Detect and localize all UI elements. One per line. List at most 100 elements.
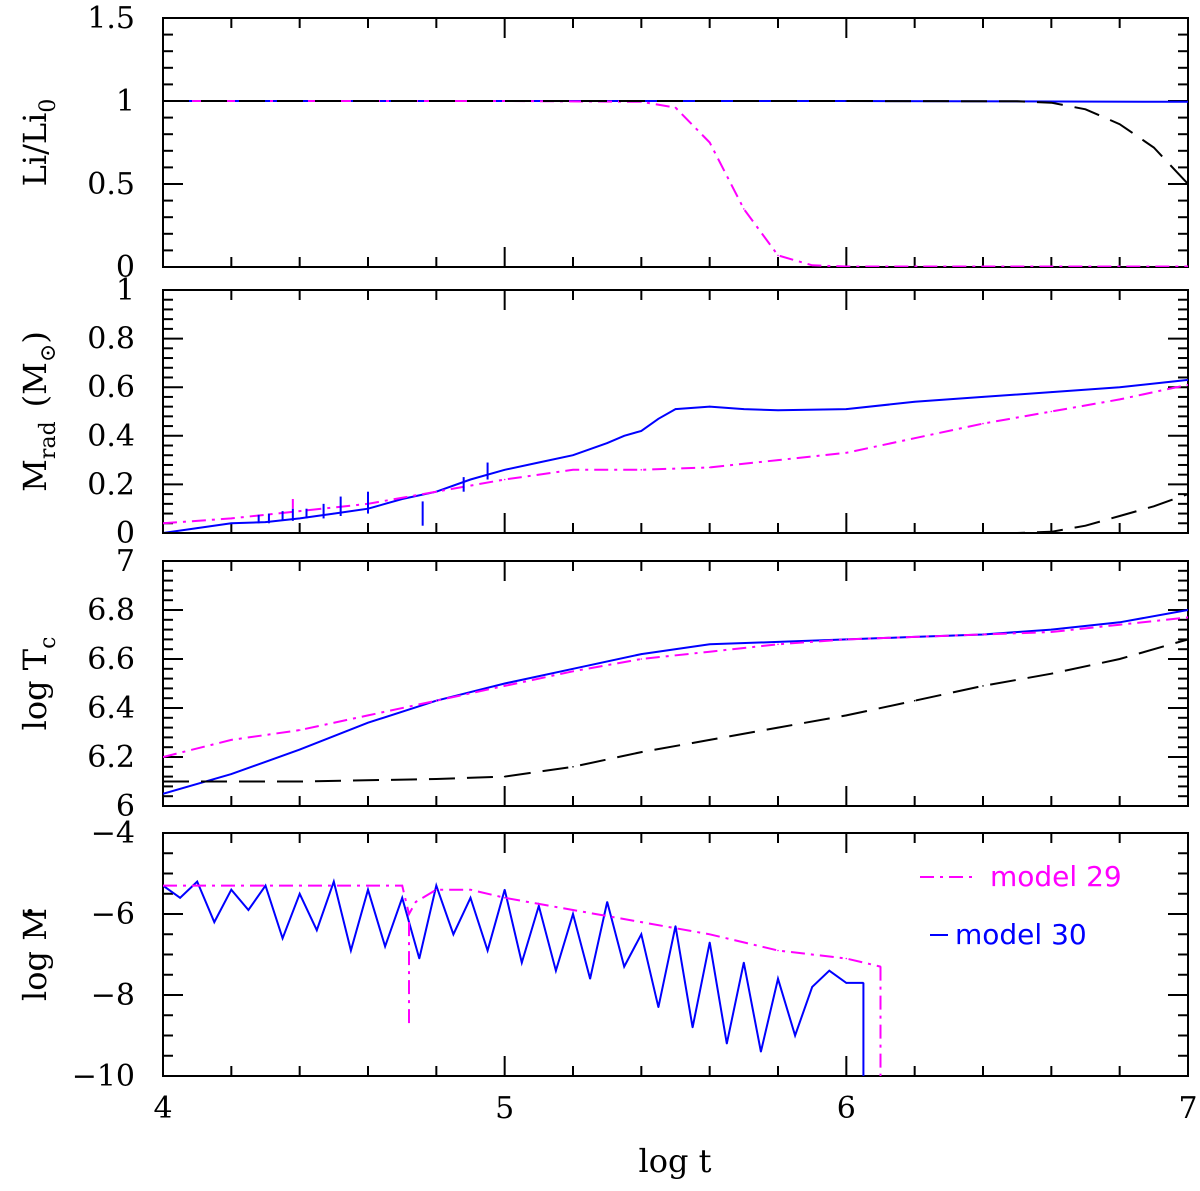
data-point: [1118, 621, 1121, 624]
data-point: [606, 901, 608, 903]
data-point: [811, 264, 813, 267]
data-point: [230, 517, 233, 520]
data-point: [367, 714, 369, 717]
data-point: [777, 643, 779, 646]
data-point: [657, 1006, 660, 1008]
data-point: [1016, 532, 1018, 533]
data-point: [316, 929, 318, 931]
series-line: [163, 616, 1188, 758]
data-point: [623, 965, 625, 968]
data-point: [913, 401, 916, 403]
data-point: [777, 409, 779, 412]
y-tick-label: 0.5: [87, 167, 135, 202]
data-point: [247, 909, 250, 911]
data-point: [281, 937, 284, 940]
data-point: [674, 106, 677, 109]
data-point: [623, 435, 625, 437]
data-point: [538, 461, 540, 464]
data-point: [1118, 123, 1121, 125]
data-point: [401, 884, 404, 887]
data-point: [367, 888, 369, 891]
data-point: [845, 714, 848, 717]
data-point: [1050, 672, 1053, 675]
data-point: [640, 430, 643, 432]
data-point: [708, 643, 711, 646]
series-line: [163, 100, 1188, 267]
y-axis-label-sub: 0: [36, 99, 61, 113]
series-line: [163, 383, 1188, 525]
data-point: [811, 986, 813, 988]
data-point: [401, 897, 404, 899]
data-point: [1153, 146, 1155, 149]
data-point: [350, 949, 352, 952]
data-point: [179, 897, 181, 899]
data-point: [845, 957, 848, 960]
data-point: [1084, 524, 1087, 527]
series-line: [163, 100, 1188, 185]
data-point: [674, 925, 677, 927]
data-point: [1016, 100, 1018, 103]
data-point: [982, 422, 984, 425]
data-point: [503, 888, 506, 891]
series-line: [163, 884, 881, 968]
data-point: [1187, 616, 1188, 619]
data-point: [333, 512, 335, 515]
legend-label: model 29: [990, 860, 1122, 893]
data-point: [708, 941, 711, 944]
data-point: [845, 100, 848, 102]
data-point: [674, 408, 677, 410]
data-point: [1050, 410, 1053, 413]
data-point: [163, 756, 164, 758]
data-point: [418, 957, 421, 960]
data-point: [743, 408, 745, 410]
y-axis-label-unit: (M: [16, 362, 54, 407]
panel-1: 00.511.5Li/Li0: [16, 1, 1189, 285]
data-point: [298, 780, 301, 783]
series-group: [163, 609, 1188, 795]
data-point: [708, 466, 711, 469]
data-point: [230, 739, 233, 741]
y-tick-label: 1: [116, 273, 135, 308]
series-group: [163, 878, 882, 1076]
data-point: [230, 773, 233, 775]
data-point: [435, 490, 438, 493]
data-point: [1187, 609, 1188, 611]
data-point: [213, 921, 216, 923]
y-tick-label: 1: [116, 84, 135, 119]
data-point: [163, 793, 164, 795]
data-point: [572, 454, 574, 457]
data-point: [1118, 658, 1121, 660]
data-point: [913, 437, 916, 440]
data-point: [196, 527, 198, 529]
y-axis-label-unit-sub: ⊙: [36, 344, 61, 362]
data-point: [572, 909, 574, 911]
data-point: [828, 969, 831, 972]
data-point: [469, 897, 472, 899]
y-tick-label: 6.4: [87, 691, 135, 726]
data-point: [486, 949, 489, 952]
data-point: [1050, 631, 1053, 633]
panels-group: 00.511.5Li/Li000.20.40.60.81Mrad(M⊙)66.2…: [16, 1, 1198, 1126]
data-point: [1084, 108, 1087, 111]
panel-2: 0 0.2 0.4 0.6 0.8 1 Mrad (M⊙): [16, 273, 1189, 551]
data-point: [982, 685, 984, 687]
data-point: [1187, 183, 1188, 185]
panel-4: −10 −8 −6 −4 log M: [16, 816, 1189, 1094]
y-axis-label: Mrad (M⊙): [16, 331, 61, 492]
data-point: [640, 658, 643, 660]
data-point: [606, 442, 608, 444]
data-point: [503, 478, 506, 481]
data-point: [1187, 379, 1188, 381]
series-line: [163, 638, 1188, 783]
data-point: [435, 778, 438, 780]
data-point: [572, 469, 574, 471]
data-point: [845, 638, 848, 641]
y-axis-label-main: log M: [16, 908, 54, 1001]
data-point: [1050, 628, 1053, 631]
data-point: [555, 969, 557, 972]
data-point: [572, 913, 574, 915]
data-point: [408, 913, 410, 915]
y-tick-label: 0.4: [87, 419, 135, 454]
y-tick-label: 0.2: [87, 467, 135, 502]
data-point: [640, 933, 643, 936]
